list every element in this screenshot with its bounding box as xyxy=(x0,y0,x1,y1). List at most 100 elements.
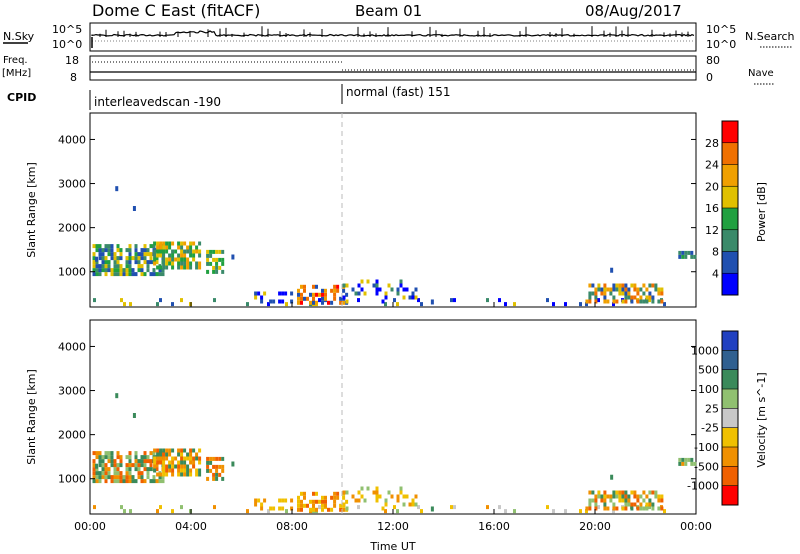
echo-cell xyxy=(321,292,324,297)
station-title: Dome C East (fitACF) xyxy=(92,1,260,20)
x-tick-label: 12:00 xyxy=(377,520,409,533)
echo-cell xyxy=(257,291,261,296)
echo-cell xyxy=(603,502,607,507)
echo-cell xyxy=(140,459,144,464)
echo-cell xyxy=(159,452,163,457)
echo-cell xyxy=(113,459,117,464)
echo-cell xyxy=(192,448,196,453)
echo-cell xyxy=(366,486,370,491)
echo-cell xyxy=(639,506,643,511)
echo-cell xyxy=(161,268,165,273)
echo-cell xyxy=(594,291,598,296)
echo-cell xyxy=(186,257,190,262)
echo-cell xyxy=(198,241,202,246)
echo-cell xyxy=(297,499,300,504)
echo-cell xyxy=(648,295,652,300)
echo-cell xyxy=(678,254,682,259)
echo-cell xyxy=(186,245,190,250)
echo-cell xyxy=(381,299,385,304)
echo-cell xyxy=(128,475,132,480)
echo-cell xyxy=(159,472,163,477)
echo-cell xyxy=(360,486,364,491)
echo-cell xyxy=(137,260,141,265)
echo-cell xyxy=(107,459,111,464)
echo-cell xyxy=(125,463,129,468)
echo-cell xyxy=(513,509,516,514)
echo-cell xyxy=(180,298,183,303)
echo-cell xyxy=(609,498,613,503)
echo-cell xyxy=(300,499,303,504)
echo-cell xyxy=(146,264,150,269)
colorbar-tick-label: -100 xyxy=(694,441,719,454)
echo-cell xyxy=(116,479,120,484)
echo-cell xyxy=(149,256,153,261)
echo-cell xyxy=(122,268,126,273)
power-scatter xyxy=(92,186,697,307)
echo-cell xyxy=(119,264,123,269)
echo-cell xyxy=(192,456,196,461)
echo-cell xyxy=(107,260,111,265)
echo-cell xyxy=(318,298,321,303)
echo-cell xyxy=(281,506,285,511)
echo-cell xyxy=(180,241,184,246)
echo-cell xyxy=(168,245,172,250)
echo-cell xyxy=(180,261,184,266)
echo-cell xyxy=(312,300,315,305)
echo-cell xyxy=(297,503,300,508)
echo-cell xyxy=(129,509,132,514)
echo-cell xyxy=(177,472,181,477)
echo-cell xyxy=(168,261,172,266)
echo-cell xyxy=(104,463,108,468)
echo-cell xyxy=(206,269,210,274)
echo-cell xyxy=(165,464,169,469)
echo-cell xyxy=(92,264,96,269)
echo-cell xyxy=(384,509,387,514)
echo-cell xyxy=(125,475,129,480)
echo-cell xyxy=(101,475,105,480)
echo-cell xyxy=(612,287,616,292)
nsky-panel: N.Sky 10^5 10^0 10^5 10^0 N.Search xyxy=(3,22,795,52)
colorbar-tick-label: 1000 xyxy=(691,344,719,357)
echo-cell xyxy=(171,448,175,453)
echo-cell xyxy=(186,472,190,477)
echo-cell xyxy=(104,475,108,480)
echo-cell xyxy=(633,287,637,292)
echo-cell xyxy=(681,457,685,462)
echo-cell xyxy=(603,291,607,296)
colorbar-tick-label: 28 xyxy=(705,137,719,150)
echo-cell xyxy=(360,279,364,284)
echo-cell xyxy=(336,288,340,293)
echo-cell xyxy=(153,464,157,469)
echo-cell xyxy=(125,272,129,277)
echo-cell xyxy=(153,468,157,473)
echo-cell xyxy=(218,249,222,254)
echo-cell xyxy=(303,284,306,289)
echo-cell xyxy=(639,299,643,304)
echo-cell xyxy=(171,257,175,262)
echo-cell xyxy=(411,291,415,296)
echo-cell xyxy=(159,298,162,303)
echo-cell xyxy=(98,252,102,257)
echo-cell xyxy=(162,448,166,453)
nsky-label: N.Sky xyxy=(3,30,35,43)
echo-cell xyxy=(417,298,420,303)
echo-cell xyxy=(333,491,337,496)
echo-cell xyxy=(300,503,303,508)
echo-cell xyxy=(411,295,415,300)
echo-cell xyxy=(198,460,202,465)
echo-cell xyxy=(552,302,555,307)
echo-cell xyxy=(330,495,334,500)
echo-cell xyxy=(92,479,96,484)
echo-cell xyxy=(218,456,222,461)
velocity-colorbar-label: Velocity [m s^-1] xyxy=(755,372,768,467)
echo-cell xyxy=(303,503,306,508)
echo-cell xyxy=(140,252,144,257)
echo-cell xyxy=(636,291,640,296)
echo-cell xyxy=(92,463,96,468)
echo-cell xyxy=(321,495,324,500)
echo-cell xyxy=(624,291,628,296)
echo-cell xyxy=(321,507,324,512)
echo-cell xyxy=(612,509,615,514)
echo-cell xyxy=(597,283,601,288)
